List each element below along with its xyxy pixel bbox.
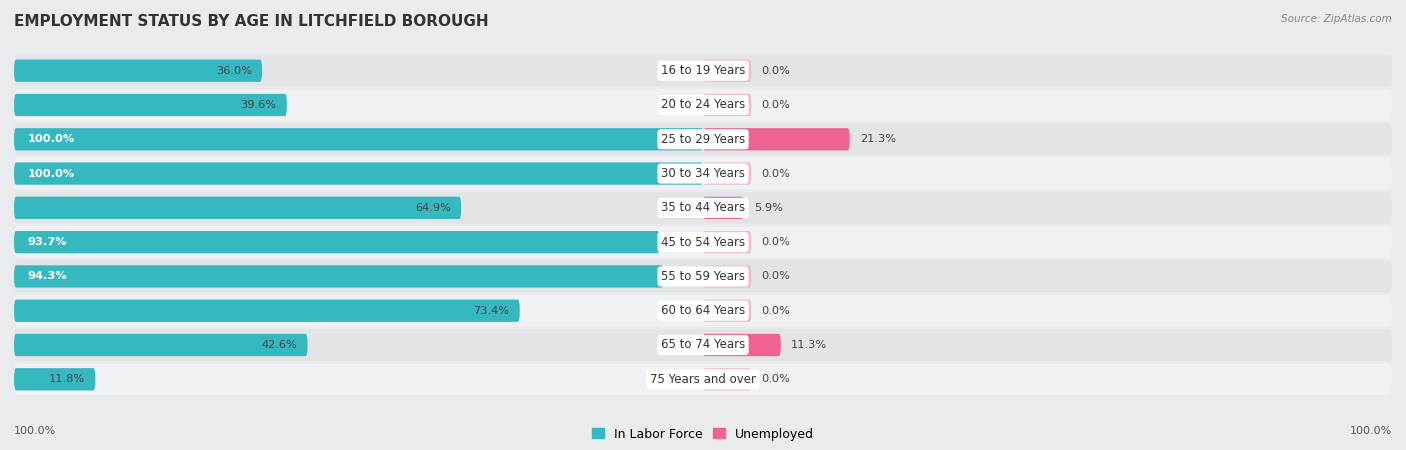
Text: 65 to 74 Years: 65 to 74 Years <box>661 338 745 351</box>
Text: 0.0%: 0.0% <box>762 169 790 179</box>
Text: 25 to 29 Years: 25 to 29 Years <box>661 133 745 146</box>
Text: 0.0%: 0.0% <box>762 271 790 281</box>
Text: 75 Years and over: 75 Years and over <box>650 373 756 386</box>
FancyBboxPatch shape <box>14 123 1392 155</box>
Text: EMPLOYMENT STATUS BY AGE IN LITCHFIELD BOROUGH: EMPLOYMENT STATUS BY AGE IN LITCHFIELD B… <box>14 14 489 28</box>
Text: 100.0%: 100.0% <box>28 134 75 144</box>
FancyBboxPatch shape <box>14 368 96 391</box>
FancyBboxPatch shape <box>703 368 751 391</box>
FancyBboxPatch shape <box>14 162 703 184</box>
FancyBboxPatch shape <box>14 231 659 253</box>
Text: Source: ZipAtlas.com: Source: ZipAtlas.com <box>1281 14 1392 23</box>
FancyBboxPatch shape <box>14 295 1392 327</box>
Text: 39.6%: 39.6% <box>240 100 277 110</box>
FancyBboxPatch shape <box>14 197 461 219</box>
FancyBboxPatch shape <box>703 162 751 184</box>
Text: 21.3%: 21.3% <box>860 134 896 144</box>
FancyBboxPatch shape <box>14 128 703 150</box>
Text: 11.3%: 11.3% <box>792 340 827 350</box>
Text: 42.6%: 42.6% <box>262 340 297 350</box>
FancyBboxPatch shape <box>14 266 664 288</box>
FancyBboxPatch shape <box>14 94 287 116</box>
FancyBboxPatch shape <box>14 300 520 322</box>
FancyBboxPatch shape <box>703 334 780 356</box>
FancyBboxPatch shape <box>703 300 751 322</box>
FancyBboxPatch shape <box>14 55 1392 86</box>
Text: 0.0%: 0.0% <box>762 66 790 76</box>
FancyBboxPatch shape <box>14 158 1392 189</box>
Text: 100.0%: 100.0% <box>1350 427 1392 436</box>
FancyBboxPatch shape <box>703 197 744 219</box>
FancyBboxPatch shape <box>14 192 1392 224</box>
FancyBboxPatch shape <box>14 329 1392 361</box>
Text: 0.0%: 0.0% <box>762 306 790 316</box>
FancyBboxPatch shape <box>703 266 751 288</box>
Text: 100.0%: 100.0% <box>28 169 75 179</box>
Text: 45 to 54 Years: 45 to 54 Years <box>661 236 745 249</box>
FancyBboxPatch shape <box>703 231 751 253</box>
Text: 35 to 44 Years: 35 to 44 Years <box>661 201 745 214</box>
Legend: In Labor Force, Unemployed: In Labor Force, Unemployed <box>586 423 820 446</box>
Text: 73.4%: 73.4% <box>474 306 509 316</box>
Text: 94.3%: 94.3% <box>28 271 67 281</box>
FancyBboxPatch shape <box>703 59 751 82</box>
Text: 11.8%: 11.8% <box>49 374 84 384</box>
FancyBboxPatch shape <box>14 89 1392 121</box>
Text: 0.0%: 0.0% <box>762 100 790 110</box>
Text: 0.0%: 0.0% <box>762 237 790 247</box>
FancyBboxPatch shape <box>703 128 849 150</box>
Text: 0.0%: 0.0% <box>762 374 790 384</box>
FancyBboxPatch shape <box>14 226 1392 258</box>
Text: 64.9%: 64.9% <box>415 203 451 213</box>
FancyBboxPatch shape <box>14 261 1392 292</box>
FancyBboxPatch shape <box>14 59 262 82</box>
Text: 16 to 19 Years: 16 to 19 Years <box>661 64 745 77</box>
Text: 36.0%: 36.0% <box>215 66 252 76</box>
Text: 100.0%: 100.0% <box>14 427 56 436</box>
FancyBboxPatch shape <box>14 364 1392 395</box>
FancyBboxPatch shape <box>703 94 751 116</box>
FancyBboxPatch shape <box>14 334 308 356</box>
Text: 60 to 64 Years: 60 to 64 Years <box>661 304 745 317</box>
Text: 93.7%: 93.7% <box>28 237 67 247</box>
Text: 5.9%: 5.9% <box>754 203 783 213</box>
Text: 30 to 34 Years: 30 to 34 Years <box>661 167 745 180</box>
Text: 55 to 59 Years: 55 to 59 Years <box>661 270 745 283</box>
Text: 20 to 24 Years: 20 to 24 Years <box>661 99 745 112</box>
